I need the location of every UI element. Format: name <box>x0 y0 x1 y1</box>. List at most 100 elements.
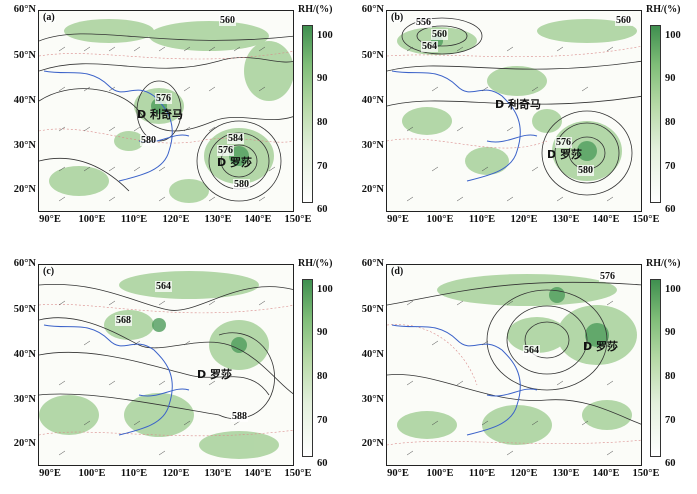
colorbar-tick: 80 <box>317 117 328 128</box>
lon-label: 90°E <box>39 468 61 479</box>
lat-label: 50°N <box>361 304 384 315</box>
map-layer-a <box>39 19 293 203</box>
colorbar-tick: 60 <box>317 204 328 215</box>
map-area-c: (c) 564 568 588 D 罗莎 <box>38 264 294 466</box>
lon-label: 150°E <box>632 468 660 479</box>
lon-label: 150°E <box>284 214 312 225</box>
system-label: D 罗莎 <box>217 156 252 169</box>
lon-label: 130°E <box>204 214 232 225</box>
lon-label: 130°E <box>552 468 580 479</box>
lat-label: 40°N <box>13 95 36 106</box>
colorbar-tick: 60 <box>665 204 676 215</box>
contour-label: 584 <box>227 133 244 144</box>
contour-label: 564 <box>523 345 540 356</box>
panel-label-d: (d) <box>390 266 405 277</box>
colorbar <box>650 279 661 457</box>
lon-label: 120°E <box>510 468 538 479</box>
contour-label: 564 <box>155 281 172 292</box>
colorbar-tick: 90 <box>665 327 676 338</box>
colorbar <box>302 25 313 203</box>
lat-label: 30°N <box>361 140 384 151</box>
colorbar-title: RH/(%) <box>298 4 333 15</box>
lat-label: 60°N <box>361 258 384 269</box>
lat-label: 40°N <box>361 95 384 106</box>
colorbar-tick: 70 <box>665 161 676 172</box>
colorbar <box>650 25 661 203</box>
panel-label-c: (c) <box>42 266 56 277</box>
colorbar-tick: 70 <box>317 415 328 426</box>
contour-label: 560 <box>219 15 236 26</box>
lon-label: 140°E <box>592 214 620 225</box>
lat-label: 40°N <box>13 349 36 360</box>
contour-label: 576 <box>217 145 234 156</box>
panel-a: (a) 560 576 580 584 576 580 D 利奇马 D 罗莎 6… <box>0 0 345 240</box>
lon-label: 120°E <box>162 468 190 479</box>
lat-label: 60°N <box>361 4 384 15</box>
contour-label: 576 <box>555 137 572 148</box>
lon-label: 90°E <box>387 468 409 479</box>
lon-label: 100°E <box>426 214 454 225</box>
colorbar <box>302 279 313 457</box>
lon-label: 140°E <box>244 468 272 479</box>
lat-label: 50°N <box>13 50 36 61</box>
lon-label: 100°E <box>78 468 106 479</box>
lat-label: 30°N <box>13 140 36 151</box>
map-layer-c <box>39 271 293 459</box>
lat-label: 20°N <box>361 184 384 195</box>
contour-label: 576 <box>599 271 616 282</box>
lon-label: 110°E <box>120 468 148 479</box>
lon-label: 140°E <box>244 214 272 225</box>
lat-label: 60°N <box>13 258 36 269</box>
contour-label: 580 <box>233 179 250 190</box>
system-label: D 利奇马 <box>495 98 541 111</box>
lon-label: 120°E <box>162 214 190 225</box>
colorbar-tick: 90 <box>317 327 328 338</box>
panel-label-b: (b) <box>390 12 405 23</box>
system-label: D 罗莎 <box>197 368 232 381</box>
map-area-d: (d) 576 564 D 罗莎 <box>386 264 642 466</box>
map-area-a: (a) 560 576 580 584 576 580 D 利奇马 D 罗莎 <box>38 10 294 212</box>
lon-label: 100°E <box>78 214 106 225</box>
panel-b: (b) 556 560 564 560 576 580 D 利奇马 D 罗莎 6… <box>348 0 693 240</box>
system-label: D 罗莎 <box>583 340 618 353</box>
colorbar-tick: 70 <box>317 161 328 172</box>
colorbar-tick: 90 <box>665 73 676 84</box>
contour-label: 568 <box>115 315 132 326</box>
lat-label: 20°N <box>13 184 36 195</box>
lon-label: 140°E <box>592 468 620 479</box>
colorbar-tick: 70 <box>665 415 676 426</box>
lon-label: 150°E <box>284 468 312 479</box>
lat-label: 40°N <box>361 349 384 360</box>
colorbar-tick: 100 <box>665 30 681 41</box>
lat-label: 50°N <box>13 304 36 315</box>
map-layer-d <box>387 274 641 456</box>
contour-label: 560 <box>431 29 448 40</box>
lon-label: 110°E <box>468 468 496 479</box>
colorbar-tick: 100 <box>665 284 681 295</box>
panel-d: (d) 576 564 D 罗莎 60°N 50°N 40°N 30°N 20°… <box>348 254 693 494</box>
lon-label: 110°E <box>120 214 148 225</box>
lon-label: 130°E <box>552 214 580 225</box>
contour-label: 580 <box>140 135 157 146</box>
lon-label: 130°E <box>204 468 232 479</box>
contour-label: 580 <box>577 165 594 176</box>
colorbar-tick: 60 <box>317 458 328 469</box>
contour-label: 556 <box>415 17 432 28</box>
panel-c: (c) 564 568 588 D 罗莎 60°N 50°N 40°N 30°N… <box>0 254 345 494</box>
contour-label: 576 <box>155 93 172 104</box>
colorbar-tick: 100 <box>317 284 333 295</box>
lat-label: 50°N <box>361 50 384 61</box>
colorbar-title: RH/(%) <box>646 258 681 269</box>
lat-label: 20°N <box>13 438 36 449</box>
system-label: D 利奇马 <box>137 108 183 121</box>
contour-label: 564 <box>421 41 438 52</box>
lat-label: 20°N <box>361 438 384 449</box>
lat-label: 30°N <box>361 394 384 405</box>
colorbar-title: RH/(%) <box>646 4 681 15</box>
contour-label: 588 <box>231 411 248 422</box>
lon-label: 100°E <box>426 468 454 479</box>
lon-label: 150°E <box>632 214 660 225</box>
lon-label: 90°E <box>39 214 61 225</box>
colorbar-tick: 100 <box>317 30 333 41</box>
map-area-b: (b) 556 560 564 560 576 580 D 利奇马 D 罗莎 <box>386 10 642 212</box>
